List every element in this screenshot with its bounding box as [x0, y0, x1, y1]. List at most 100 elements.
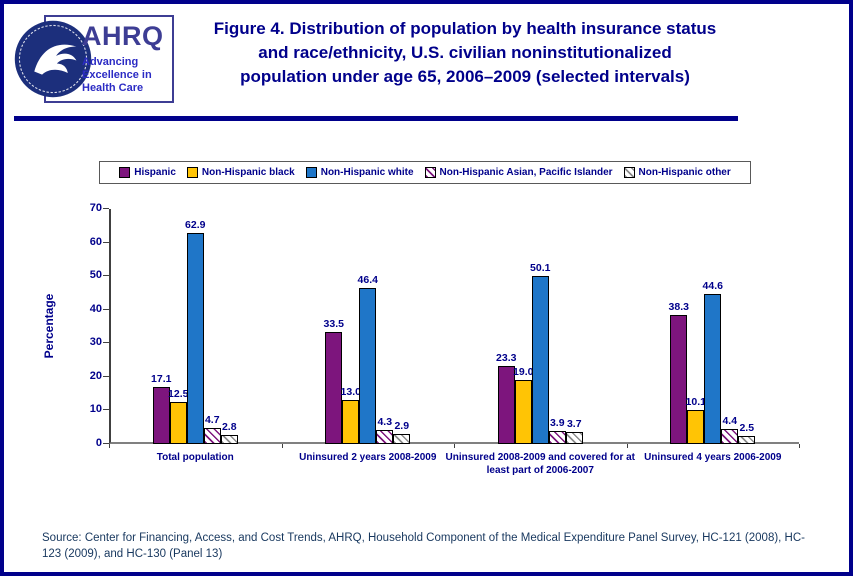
y-tick-mark — [103, 443, 109, 444]
bar-value-label: 38.3 — [668, 301, 689, 313]
x-tick-mark — [454, 444, 455, 448]
legend-item: Non-Hispanic white — [305, 167, 414, 178]
header-divider — [14, 116, 738, 121]
y-tick-label: 20 — [89, 369, 102, 382]
legend-item: Hispanic — [119, 167, 176, 178]
bar-series-4: 3.9 — [548, 417, 566, 444]
bar-series-2: 12.5 — [168, 388, 188, 444]
bar-value-label: 4.7 — [204, 414, 220, 426]
bar-chart: Percentage 0 10 20 30 40 50 60 70 17.1 12.5 62.9 4.… — [4, 4, 849, 572]
chart-legend: Hispanic Non-Hispanic black Non-Hispanic w… — [99, 161, 751, 184]
bar-value-label: 17.1 — [151, 373, 172, 385]
legend-swatch — [424, 167, 436, 178]
bar-series-3: 50.1 — [530, 262, 550, 444]
logo-tagline-line3: Health Care — [82, 82, 144, 95]
category-label: Total population — [156, 452, 234, 463]
y-tick-mark — [103, 208, 109, 209]
bar-value-label: 2.5 — [739, 422, 755, 434]
y-tick-label: 40 — [89, 302, 102, 315]
bar-value-label: 44.6 — [702, 280, 723, 292]
category-label: Uninsured 2 years 2008-2009 — [299, 452, 437, 463]
legend-swatch — [186, 167, 198, 178]
bar-group: 38.3 10.1 44.6 4.4 2.5 — [627, 209, 800, 444]
y-tick-label: 60 — [89, 235, 102, 248]
bar-group: 17.1 12.5 62.9 4.7 2.8 — [109, 209, 282, 444]
legend-item: Non-Hispanic other — [623, 167, 731, 178]
figure-title-line2: and race/ethnicity, U.S. civilian nonins… — [258, 42, 672, 62]
category-label: Uninsured 4 years 2006-2009 — [644, 452, 782, 463]
y-tick-label: 70 — [89, 202, 102, 214]
bar-series-4: 4.7 — [203, 414, 221, 444]
legend-label: Non-Hispanic Asian, Pacific Islander — [439, 167, 613, 178]
bar-value-label: 19.0 — [513, 366, 534, 378]
bar-series-3: 46.4 — [358, 274, 378, 444]
bar-value-label: 4.4 — [722, 415, 738, 427]
bar-value-label: 50.1 — [530, 262, 551, 274]
category-label: Uninsured 2008-2009 and covered for at l… — [445, 452, 636, 476]
y-tick-label: 50 — [89, 269, 102, 282]
y-axis-label: Percentage — [42, 293, 56, 359]
y-tick-mark — [103, 409, 109, 411]
bar-group: 33.5 13.0 46.4 4.3 2.9 — [282, 209, 455, 444]
legend-label: Non-Hispanic black — [201, 167, 295, 178]
bar-series-2: 10.1 — [686, 396, 706, 444]
bar-value-label: 3.7 — [566, 418, 582, 430]
y-tick-mark — [103, 275, 109, 277]
bar-value-label: 62.9 — [185, 219, 206, 231]
x-tick-mark — [281, 444, 283, 448]
logo-tagline-line1: Advancing — [82, 56, 139, 68]
bar-series-3: 62.9 — [185, 219, 205, 444]
bar-value-label: 13.0 — [340, 386, 361, 398]
y-tick-mark — [103, 342, 109, 344]
bar-series-4: 4.3 — [376, 416, 394, 444]
hhs-seal-icon — [14, 20, 92, 98]
y-tick-mark — [103, 241, 109, 243]
figure-title-line1: Figure 4. Distribution of population by … — [213, 19, 717, 38]
y-tick-mark — [103, 308, 109, 310]
legend-swatch — [305, 167, 317, 178]
bar-value-label: 33.5 — [323, 318, 344, 330]
bar-series-1: 33.5 — [324, 318, 344, 444]
figure-title: Figure 4. Distribution of population by … — [179, 17, 751, 88]
bar-value-label: 3.9 — [549, 417, 565, 429]
bar-series-1: 23.3 — [496, 352, 516, 444]
bar-value-label: 2.9 — [394, 420, 410, 432]
y-tick-label: 30 — [89, 336, 102, 349]
bar-series-2: 13.0 — [341, 386, 361, 444]
bar-series-5: 2.5 — [738, 422, 756, 444]
bar-value-label: 2.8 — [221, 421, 237, 433]
x-tick-mark — [799, 444, 800, 448]
bar-series-5: 2.9 — [393, 420, 411, 444]
logo-tagline: Advancing Excellence in Health Care — [82, 56, 152, 96]
legend-label: Hispanic — [134, 167, 176, 178]
y-tick-label: 0 — [95, 437, 102, 449]
figure-title-line3: population under age 65, 2006–2009 (sele… — [240, 66, 690, 86]
legend-swatch — [623, 167, 635, 178]
legend-label: Non-Hispanic white — [320, 167, 414, 178]
bar-series-5: 3.7 — [565, 418, 583, 444]
bar-value-label: 10.1 — [685, 396, 706, 408]
bar-value-label: 4.3 — [377, 416, 393, 428]
bar-series-2: 19.0 — [513, 366, 533, 444]
bar-value-label: 46.4 — [357, 274, 378, 286]
legend-item: Non-Hispanic Asian, Pacific Islander — [424, 167, 613, 178]
bar-value-label: 23.3 — [496, 352, 517, 364]
y-tick-mark — [103, 375, 109, 377]
bar-series-3: 44.6 — [703, 280, 723, 444]
bar-series-5: 2.8 — [220, 421, 238, 444]
bar-series-1: 38.3 — [669, 301, 689, 444]
source-note: Source: Center for Financing, Access, an… — [42, 532, 805, 560]
bar-group: 23.3 19.0 50.1 3.9 3.7 — [454, 209, 627, 444]
legend-item: Non-Hispanic black — [186, 167, 295, 178]
bar-series-4: 4.4 — [721, 415, 739, 444]
x-tick-mark — [109, 444, 110, 448]
legend-swatch — [119, 167, 131, 178]
y-tick-label: 10 — [89, 403, 102, 416]
bar-series-1: 17.1 — [151, 373, 171, 444]
legend-label: Non-Hispanic other — [638, 167, 731, 178]
ahrq-logo: AHRQ Advancing Excellence in Health Care — [14, 12, 174, 108]
bar-value-label: 12.5 — [168, 388, 189, 400]
x-tick-mark — [626, 444, 628, 448]
logo-wordmark: AHRQ — [82, 21, 164, 51]
